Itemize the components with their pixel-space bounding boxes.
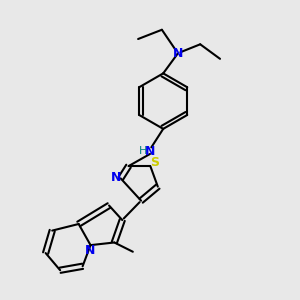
Text: H: H (138, 146, 147, 156)
Text: S: S (151, 157, 160, 169)
Text: N: N (172, 47, 183, 60)
Text: N: N (85, 244, 95, 257)
Text: N: N (145, 145, 156, 158)
Text: N: N (111, 171, 121, 184)
